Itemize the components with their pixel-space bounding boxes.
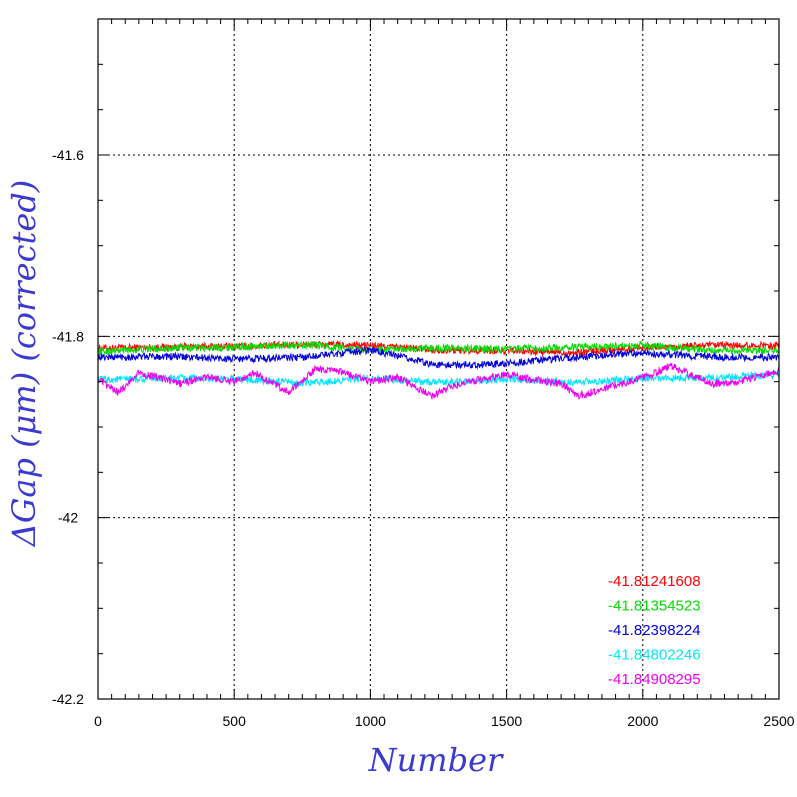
x-tick-label: 1500 xyxy=(491,713,522,729)
tick-labels: 0 500 1000 1500 2000 2500 -42.2 -42 -41.8 -41.6 xyxy=(52,147,795,729)
series-line-5 xyxy=(98,362,779,400)
x-tick-label: 1000 xyxy=(355,713,386,729)
x-tick-label: 2500 xyxy=(763,713,794,729)
x-axis-title: Number xyxy=(368,741,504,779)
x-tick-label: 0 xyxy=(94,713,102,729)
legend: -41.81241608 -41.81354523 -41.82398224 -41.… xyxy=(608,573,701,688)
series-line-3 xyxy=(98,345,779,370)
x-tick-label: 500 xyxy=(223,713,247,729)
y-tick-label: -41.8 xyxy=(52,328,84,344)
axis-ticks xyxy=(97,18,780,700)
x-tick-label: 2000 xyxy=(627,713,658,729)
y-tick-label: -42.2 xyxy=(52,691,84,707)
y-tick-label: -42 xyxy=(58,510,78,526)
series-line-2 xyxy=(98,339,779,357)
legend-entry-2: -41.81354523 xyxy=(608,598,701,615)
y-tick-label: -41.6 xyxy=(52,147,84,163)
grid xyxy=(98,19,779,699)
legend-entry-1: -41.81241608 xyxy=(608,573,701,590)
legend-entry-4: -41.84802246 xyxy=(608,647,701,664)
legend-entry-3: -41.82398224 xyxy=(608,622,701,639)
series-layer xyxy=(98,339,779,400)
legend-entry-5: -41.84908295 xyxy=(608,671,701,688)
y-axis-title: ΔGap (μm) (corrected) xyxy=(5,180,43,549)
